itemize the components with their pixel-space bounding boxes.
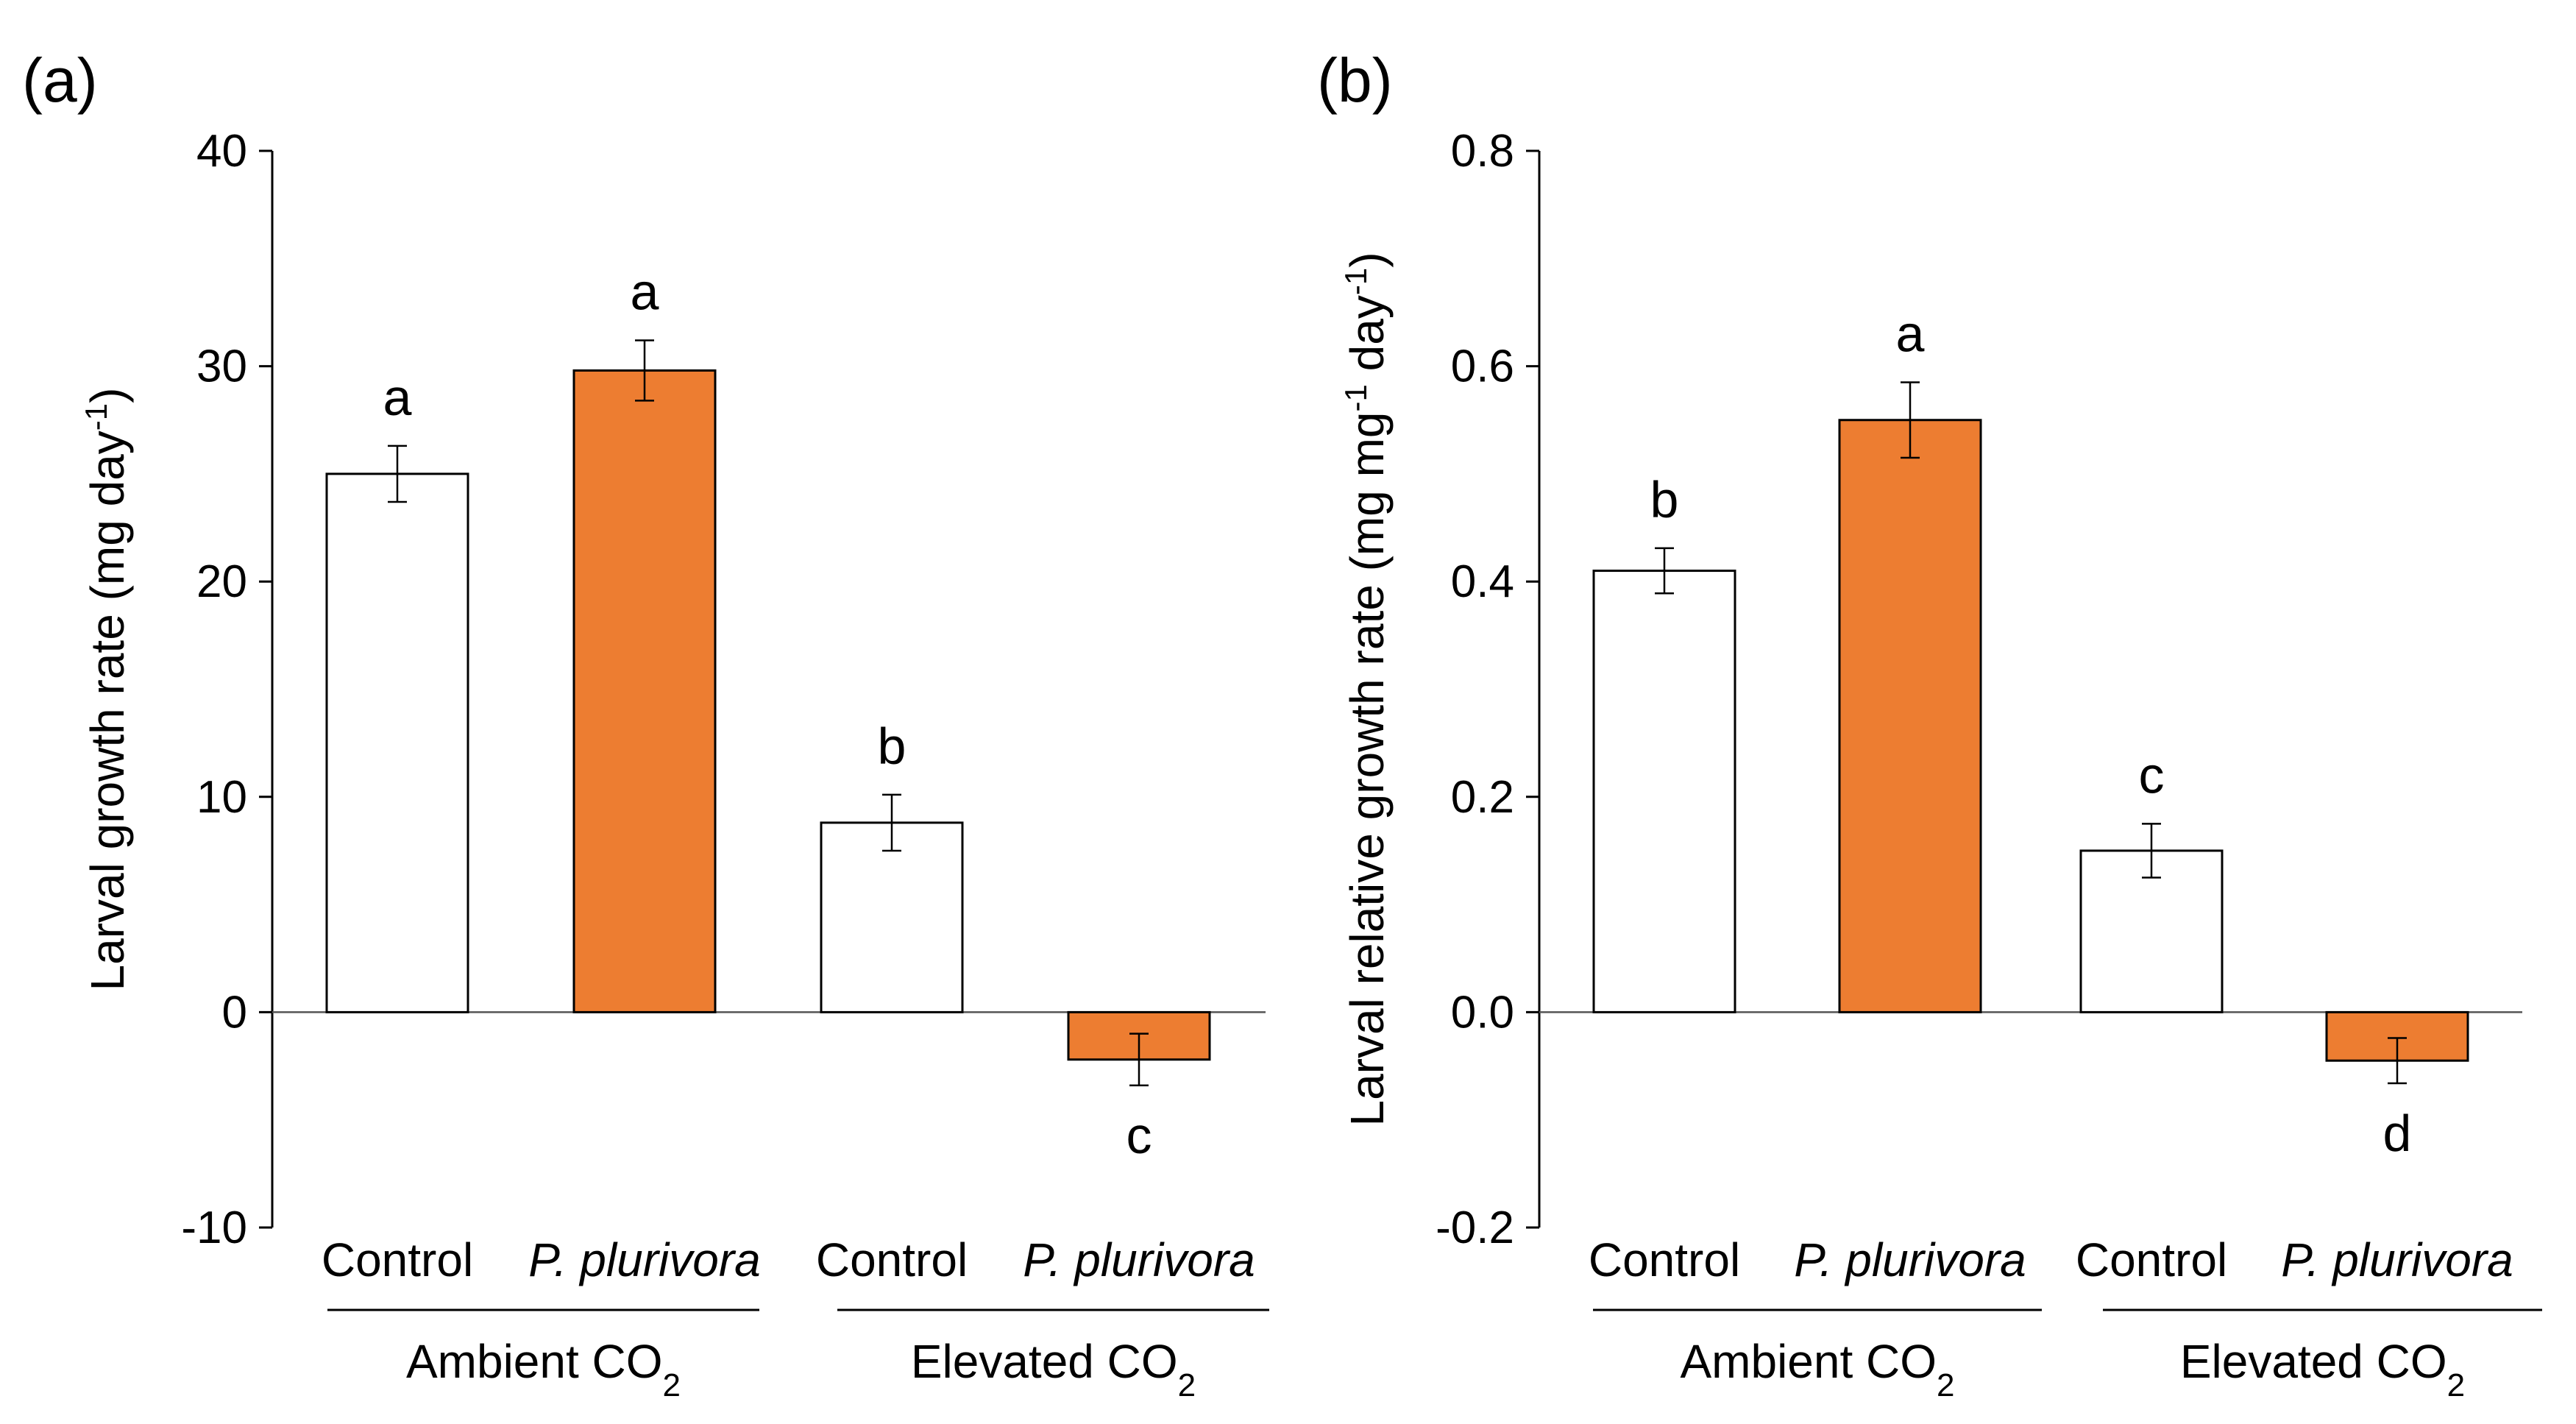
y-axis-title: Larval relative growth rate (mg mg-1 day…	[1338, 252, 1394, 1126]
significance-letter-3: b	[878, 718, 906, 775]
y-tick-label: 0.4	[1451, 556, 1514, 607]
y-tick-label: 10	[196, 772, 247, 823]
significance-letter-2: a	[1896, 305, 1925, 363]
chart-panel-b: (b) -0.2 0.0 0.2 0.4 0.6 0.8 b Control a P. pluriv…	[1317, 46, 2542, 1403]
y-tick-label: 20	[196, 556, 247, 607]
category-label-2: P. plurivora	[1794, 1233, 2026, 1286]
category-label-1: Control	[1589, 1233, 1740, 1286]
category-label-4: P. plurivora	[2281, 1233, 2513, 1286]
significance-letter-2: a	[631, 263, 659, 320]
group-label-2: Elevated CO2	[2180, 1335, 2465, 1403]
bar-1	[1592, 570, 1736, 1013]
group-label-1: Ambient CO2	[406, 1335, 681, 1403]
category-label-4: P. plurivora	[1023, 1233, 1255, 1286]
y-tick-label: 0.6	[1451, 341, 1514, 392]
y-tick-label: 0.0	[1451, 987, 1514, 1038]
category-label-3: Control	[816, 1233, 968, 1286]
significance-letter-1: b	[1650, 471, 1679, 528]
bar-2	[1838, 419, 1982, 1013]
panel-label: (a)	[22, 46, 98, 115]
category-label-1: Control	[322, 1233, 473, 1286]
y-tick-label: -0.2	[1436, 1202, 1514, 1253]
significance-letter-4: d	[2383, 1105, 2412, 1162]
chart-panel-a: (a) -10 0 10 20 30 40 a Control a P. plurivora b Con…	[22, 46, 1269, 1403]
y-axis-title: Larval growth rate (mg day-1)	[79, 388, 135, 991]
y-tick-label: 0.2	[1451, 772, 1514, 823]
y-tick-label: -10	[181, 1202, 247, 1253]
y-tick-label: 0	[222, 987, 247, 1038]
significance-letter-3: c	[2139, 746, 2165, 804]
group-label-2: Elevated CO2	[911, 1335, 1196, 1403]
group-label-1: Ambient CO2	[1680, 1335, 1954, 1403]
category-label-3: Control	[2076, 1233, 2227, 1286]
bar-2	[572, 369, 717, 1013]
y-tick-label: 30	[196, 341, 247, 392]
panel-label: (b)	[1317, 46, 1393, 115]
bar-1	[325, 472, 469, 1013]
y-tick-label: 0.8	[1451, 126, 1514, 177]
significance-letter-4: c	[1126, 1107, 1152, 1164]
y-tick-label: 40	[196, 126, 247, 177]
significance-letter-1: a	[383, 369, 412, 426]
bar-3	[820, 821, 964, 1013]
category-label-2: P. plurivora	[528, 1233, 760, 1286]
